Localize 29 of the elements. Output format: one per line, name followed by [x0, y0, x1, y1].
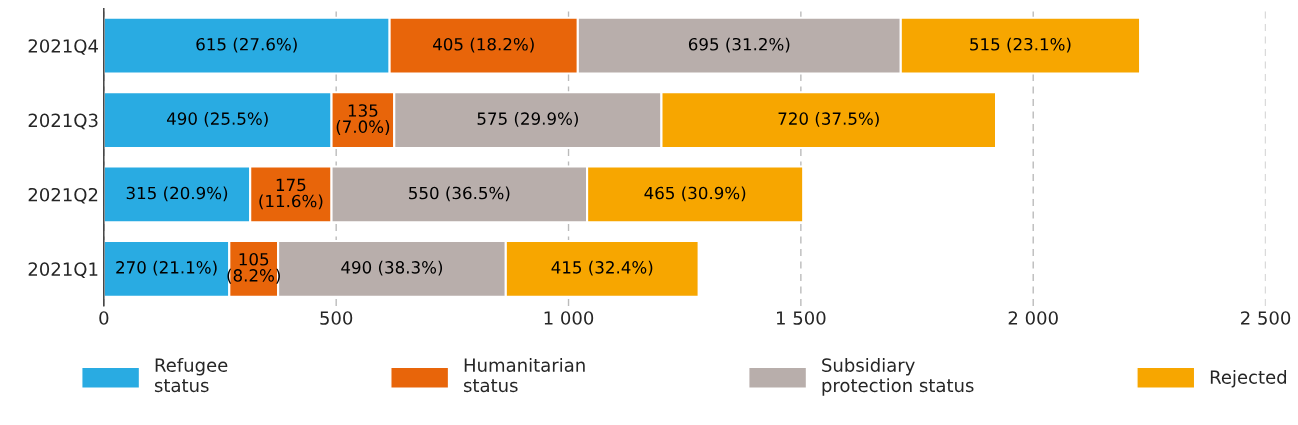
data-label: 315 (20.9%): [126, 186, 228, 202]
data-label: 270 (21.1%): [116, 260, 217, 276]
x-tick-label: 2 500: [1241, 311, 1291, 325]
x-tick-label: 2 000: [1008, 311, 1058, 325]
y-tick-label: 2021Q4: [28, 39, 98, 55]
data-label: 695 (31.2%): [688, 37, 790, 53]
data-label: 615 (27.6%): [196, 37, 297, 53]
data-label: 415 (32.4%): [551, 260, 653, 276]
x-tick-label: 0: [99, 311, 109, 325]
data-label: 465 (30.9%): [644, 186, 746, 202]
legend-label: Humanitarian status: [463, 357, 585, 393]
data-label: 405 (18.2%): [433, 37, 534, 53]
data-label: 490 (25.5%): [166, 112, 268, 127]
data-label: 135 (7.0%): [336, 104, 390, 135]
legend-label: Rejected: [1210, 369, 1287, 388]
x-tick-label: 1 500: [777, 311, 826, 325]
data-label: 720 (37.5%): [778, 112, 879, 127]
data-label: 550 (36.5%): [409, 186, 510, 202]
data-label: 175 (11.6%): [259, 178, 323, 210]
y-tick-label: 2021Q3: [28, 113, 98, 130]
data-label: 515 (23.1%): [970, 37, 1071, 53]
legend-label: Subsidiary protection status: [822, 357, 974, 396]
y-tick-label: 2021Q1: [28, 262, 98, 278]
x-tick-label: 1 000: [544, 311, 594, 325]
legend-label: Refugee status: [154, 357, 228, 393]
y-tick-label: 2021Q2: [28, 187, 98, 204]
x-tick-label: 500: [320, 311, 353, 325]
data-label: 575 (29.9%): [477, 112, 578, 127]
data-label: 490 (38.3%): [341, 260, 443, 276]
